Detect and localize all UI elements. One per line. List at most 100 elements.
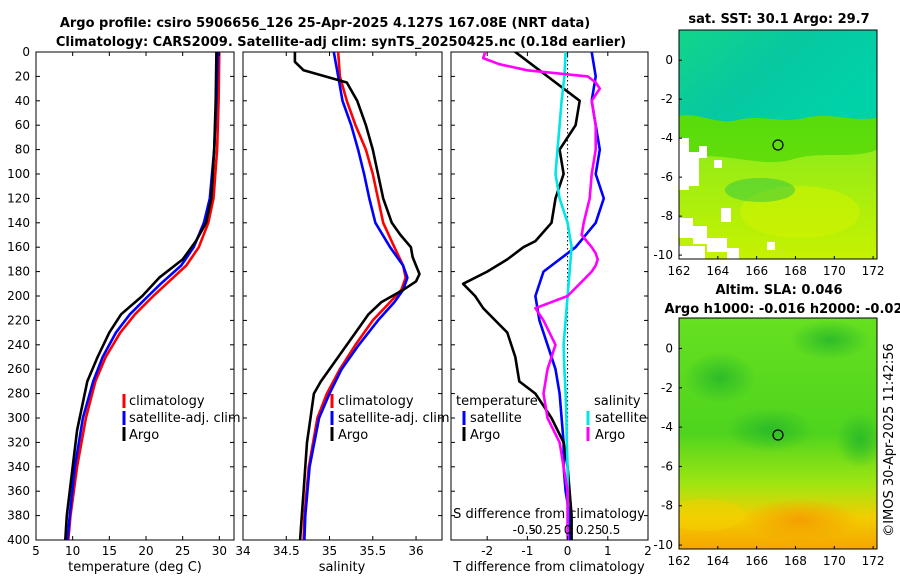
map-y-tick-label: -6: [661, 170, 673, 184]
s-tick-label: -0.5: [513, 523, 536, 537]
x-tick-label: 35: [322, 544, 337, 558]
map-x-tick-label: 172: [862, 264, 885, 278]
temperature-panel-frame: [35, 51, 235, 541]
x-tick-label: 10: [65, 544, 80, 558]
depth-axis: 0 20 40 60 80 100 120 140 160 180 200 220 240 260 280 3…: [7, 45, 30, 547]
s-tick-label: 0.25: [576, 523, 603, 537]
series-line-climatology: [302, 52, 408, 540]
series-line-argo: [293, 52, 421, 540]
depth-tick-label: 400: [7, 533, 30, 547]
map-x-tick-label: 164: [706, 554, 729, 568]
x-tick-label: 0: [564, 544, 572, 558]
legend-satellite-label: satellite-adj. clim: [129, 411, 241, 426]
sla-argo-location-marker: [772, 429, 784, 441]
imos-credit: ©IMOS 30-Apr-2025 11:42:56: [882, 343, 897, 537]
x-tick-label: 20: [138, 544, 153, 558]
x-tick-label: 30: [212, 544, 227, 558]
sst-argo-location-marker: [772, 139, 784, 151]
legend-s-argo-label: Argo: [595, 428, 625, 443]
map-y-tick-label: -4: [661, 420, 673, 434]
series-line-argo: [64, 52, 218, 540]
difference-xlabel: T difference from climatology: [452, 560, 645, 575]
legend-climatology-label: climatology: [129, 394, 205, 409]
map-y-tick-label: -8: [661, 499, 673, 513]
sst-map-image: [679, 30, 877, 259]
s-tick-label: 0.5: [601, 523, 620, 537]
difference-xlabel-top: S difference from climatology: [453, 507, 645, 522]
depth-tick-label: 360: [7, 484, 30, 498]
sst-map-axes: 162 164 166 168 170 172 0 -2 -4 -6 -8 -10: [653, 53, 884, 278]
figure-title-line2: Climatology: CARS2009. Satellite-adj cli…: [56, 35, 626, 50]
x-axis-ticks: 5 10 15 20 25 30 34 34.5 35 35.5 36 -2 -1 0 1 2 -0.5-0.2…: [32, 51, 652, 558]
depth-tick-label: 240: [7, 338, 30, 352]
difference-plot: [461, 52, 606, 540]
sla-map-title-line2: Argo h1000: -0.016 h2000: -0.023: [664, 302, 900, 317]
s-tick-label: 0: [564, 523, 572, 537]
sla-map-title-line1: Altim. SLA: 0.046: [716, 283, 843, 298]
depth-tick-label: 100: [7, 167, 30, 181]
difference-panel-frame: [450, 51, 649, 541]
map-x-tick-label: 170: [823, 264, 846, 278]
legend-argo-label: Argo: [129, 428, 159, 443]
depth-tick-label: 160: [7, 240, 30, 254]
legend-temperature-header: temperature: [456, 394, 538, 409]
depth-tick-label: 280: [7, 387, 30, 401]
s-tick-label: -0.25: [530, 523, 561, 537]
x-tick-label: 5: [32, 544, 40, 558]
map-x-tick-label: 166: [745, 554, 768, 568]
depth-tick-label: 0: [22, 45, 30, 59]
series-line-s-argo: [481, 52, 602, 540]
sla-map-axes: 162 164 166 168 170 172 0 -2 -4 -6 -8 -10: [653, 341, 884, 568]
legend-s-satellite-label: satellite: [595, 411, 647, 426]
series-line-t-satellite: [534, 52, 606, 540]
sla-map-frame: [678, 317, 878, 550]
legend-t-satellite-label: satellite: [470, 411, 522, 426]
map-x-tick-label: 168: [784, 554, 807, 568]
depth-tick-label: 120: [7, 191, 30, 205]
map-x-tick-label: 166: [745, 264, 768, 278]
difference-legend: temperature satellite Argo salinity sate…: [456, 394, 647, 443]
depth-tick-label: 220: [7, 313, 30, 327]
map-y-tick-label: -10: [653, 538, 673, 552]
depth-tick-label: 80: [15, 143, 30, 157]
depth-tick-label: 340: [7, 460, 30, 474]
depth-tick-label: 20: [15, 69, 30, 83]
x-tick-label: 25: [175, 544, 190, 558]
salinity-legend: climatology satellite-adj. clim Argo: [330, 394, 450, 443]
legend-argo-label: Argo: [338, 428, 368, 443]
sst-map-title: sat. SST: 30.1 Argo: 29.7: [688, 12, 869, 27]
x-tick-label: -1: [521, 544, 533, 558]
legend-t-argo-label: Argo: [470, 428, 500, 443]
map-x-tick-label: 164: [706, 264, 729, 278]
map-x-tick-label: 168: [784, 264, 807, 278]
map-x-tick-label: 162: [668, 554, 691, 568]
map-y-tick-label: -4: [661, 131, 673, 145]
series-line-t-argo: [461, 52, 582, 540]
map-y-tick-label: -10: [653, 248, 673, 262]
legend-climatology-label: climatology: [338, 394, 414, 409]
sst-map-frame: [678, 29, 878, 260]
map-y-tick-label: -2: [661, 381, 673, 395]
depth-tick-label: 380: [7, 509, 30, 523]
depth-tick-label: 180: [7, 265, 30, 279]
depth-tick-label: 140: [7, 216, 30, 230]
depth-tick-label: 200: [7, 289, 30, 303]
x-tick-label: 34.5: [273, 544, 300, 558]
depth-tick-label: 40: [15, 94, 30, 108]
map-x-tick-label: 162: [668, 264, 691, 278]
temperature-plot: [64, 52, 221, 540]
salinity-xlabel: salinity: [319, 560, 366, 575]
legend-salinity-header: salinity: [594, 394, 641, 409]
depth-tick-label: 60: [15, 118, 30, 132]
map-x-tick-label: 170: [823, 554, 846, 568]
map-y-tick-label: 0: [665, 341, 673, 355]
map-y-tick-label: -8: [661, 209, 673, 223]
map-x-tick-label: 172: [862, 554, 885, 568]
depth-tick-label: 300: [7, 411, 30, 425]
x-tick-label: 35.5: [359, 544, 386, 558]
map-y-tick-label: 0: [665, 53, 673, 67]
depth-tick-label: 320: [7, 435, 30, 449]
sla-map-image: [679, 318, 877, 549]
x-tick-label: 36: [408, 544, 423, 558]
